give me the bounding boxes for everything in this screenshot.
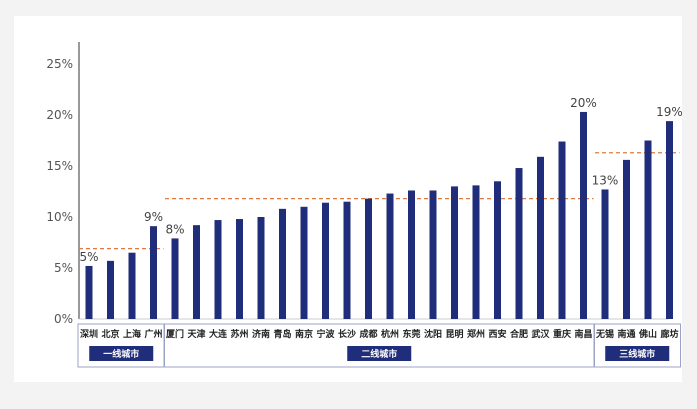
- bar: [386, 193, 394, 319]
- tier-label-bg: [89, 346, 154, 361]
- x-tick-label: 长沙: [338, 328, 356, 340]
- x-tick-label: 杭州: [381, 328, 399, 340]
- y-tick-label: 15%: [46, 159, 73, 173]
- x-tick-label: 佛山: [638, 328, 657, 340]
- bar: [300, 206, 308, 319]
- x-tick-label: 廊坊: [660, 328, 678, 340]
- x-tick-label: 上海: [123, 328, 141, 340]
- y-tick-label: 20%: [46, 108, 73, 122]
- bar: [623, 159, 630, 319]
- y-tick-label: 10%: [46, 210, 73, 224]
- x-tick-label: 厦门: [166, 328, 184, 340]
- bar: [580, 111, 587, 319]
- x-tick-label: 武汉: [531, 328, 550, 340]
- x-tick-label: 郑州: [467, 328, 485, 340]
- bars: [85, 111, 673, 320]
- x-tick-label: 重庆: [553, 328, 571, 340]
- data-label: 20%: [570, 96, 597, 110]
- bar: [644, 140, 652, 319]
- x-tick-label: 北京: [101, 328, 119, 340]
- bar: [128, 252, 136, 319]
- x-axis: 深圳 北京 上海 广州 厦门 天津 大连 苏州 济南 青岛 南京 宁波 长沙 成都 杭州 东莞 沈阳 昆明 郑州 西安…: [80, 328, 679, 340]
- y-axis: 0% 5% 10% 15% 20% 25%: [46, 42, 669, 326]
- y-tick-label: 5%: [54, 261, 73, 275]
- x-tick-label: 合肥: [510, 328, 528, 340]
- x-tick-label: 南京: [295, 328, 313, 340]
- bar: [257, 217, 265, 319]
- bar: [429, 190, 437, 319]
- bar: [150, 226, 157, 319]
- x-tick-label: 深圳: [80, 328, 98, 340]
- tier-label-bg: [347, 346, 412, 361]
- city-tier-groups: 一线城市 二线城市 三线城市: [77, 323, 681, 368]
- bar: [171, 238, 179, 319]
- x-tick-label: 广州: [144, 328, 162, 340]
- x-tick-label: 昆明: [445, 329, 463, 340]
- bar: [537, 156, 544, 319]
- data-annotations: 5% 9%8% 20% 13% 19%: [79, 96, 682, 264]
- tier-label: 三线城市: [619, 348, 655, 360]
- x-tick-label: 成都: [359, 328, 377, 340]
- tier-label-bg: [605, 346, 670, 361]
- bar: [343, 201, 351, 319]
- data-label: 19%: [656, 105, 682, 119]
- data-label: 13%: [592, 173, 619, 187]
- x-tick-label: 大连: [209, 328, 228, 340]
- bar: [558, 141, 566, 319]
- x-tick-label: 天津: [187, 328, 205, 340]
- bar: [214, 220, 222, 319]
- bar: [365, 198, 372, 319]
- chart-panel: 0% 5% 10% 15% 20% 25% 深圳 北京 上海 广州 厦门 天津 大连 苏州 济南 青岛 南京宁…: [14, 16, 682, 382]
- bar: [322, 202, 329, 319]
- x-tick-label: 宁波: [316, 328, 335, 340]
- bar: [85, 265, 93, 319]
- tier-label: 二线城市: [361, 348, 397, 360]
- bar: [193, 225, 200, 319]
- tier-box: [593, 323, 681, 368]
- x-tick-label: 青岛: [273, 328, 291, 340]
- x-tick-label: 无锡: [595, 328, 614, 340]
- tier-label: 一线城市: [103, 348, 139, 360]
- bar-chart: 0% 5% 10% 15% 20% 25% 深圳 北京 上海 广州 厦门 天津 大连 苏州 济南 青岛 南京宁…: [46, 42, 682, 368]
- bar: [236, 219, 243, 319]
- bar: [107, 260, 114, 319]
- bar: [601, 189, 609, 319]
- x-tick-label: 济南: [252, 328, 270, 340]
- x-tick-label: 苏州: [230, 328, 248, 340]
- data-label: 8%: [165, 222, 184, 236]
- bar: [408, 190, 415, 319]
- x-tick-label: 沈阳: [424, 328, 442, 340]
- x-tick-label: 西安: [488, 328, 506, 340]
- bar: [515, 168, 523, 319]
- data-label: 9%: [144, 210, 163, 224]
- y-tick-label: 25%: [46, 57, 73, 71]
- x-tick-label: 南通: [617, 328, 635, 340]
- bar: [279, 208, 286, 319]
- bar: [494, 181, 501, 319]
- bar: [451, 186, 458, 319]
- x-tick-label: 南昌: [574, 328, 592, 340]
- bar: [666, 121, 673, 320]
- data-label: 5%: [79, 250, 98, 264]
- bar: [472, 185, 480, 319]
- x-tick-label: 东莞: [402, 328, 420, 340]
- y-tick-label: 0%: [54, 312, 73, 326]
